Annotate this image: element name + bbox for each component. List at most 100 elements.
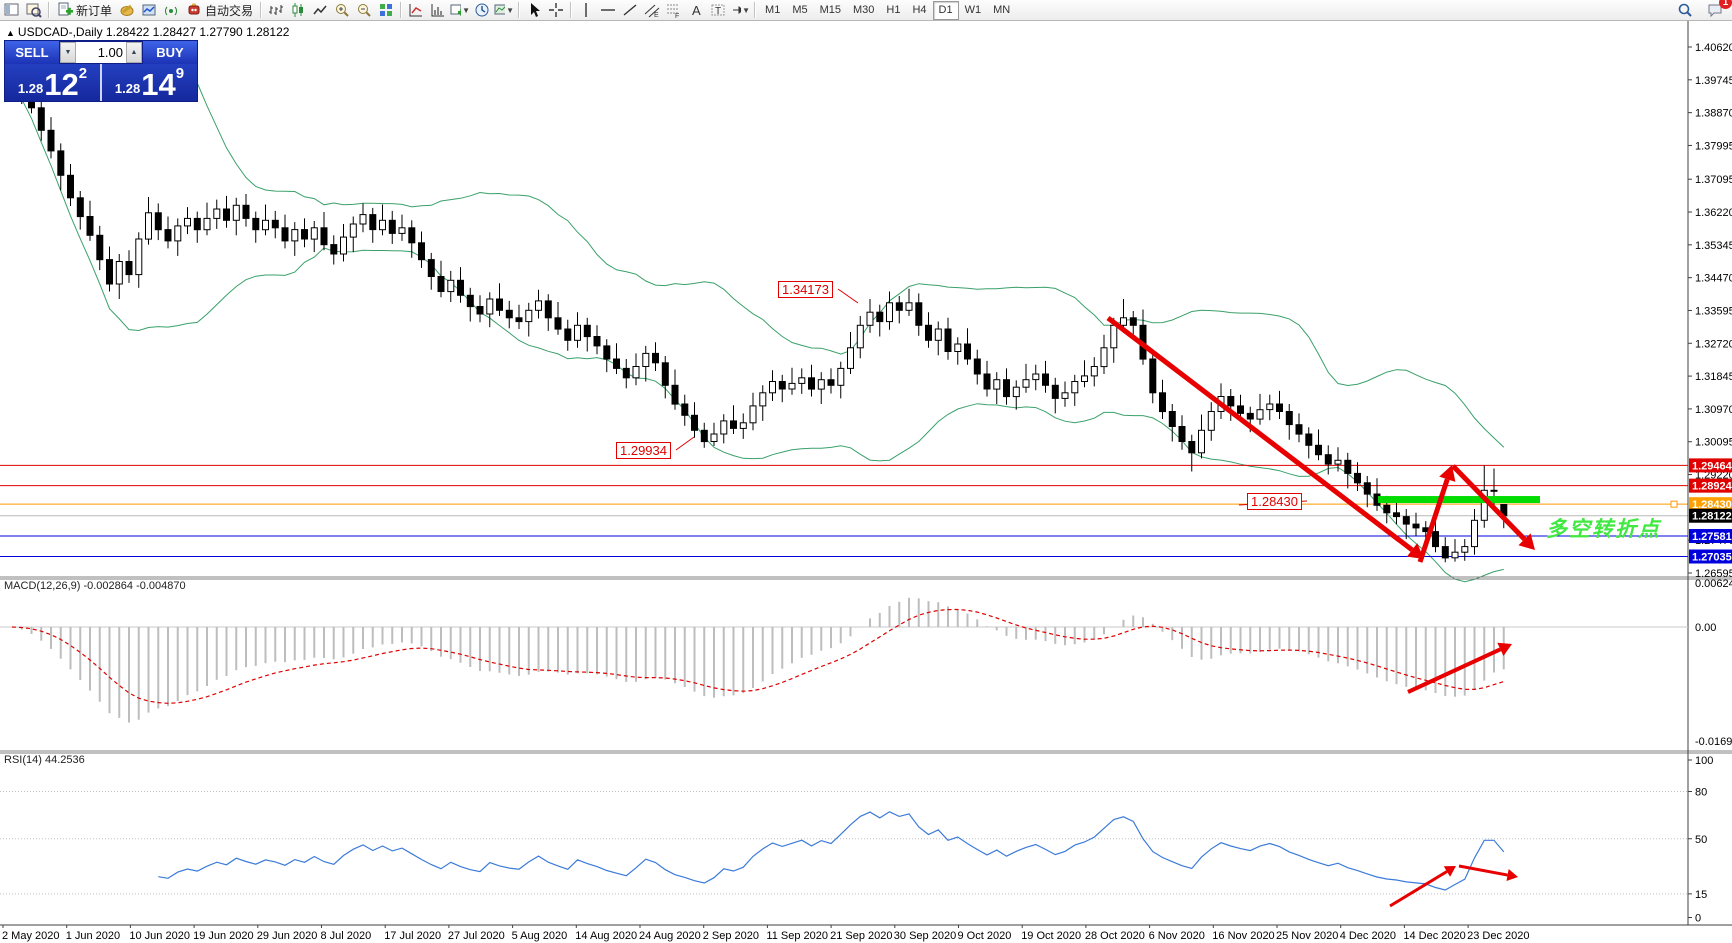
text-tool-icon[interactable]: A bbox=[685, 0, 707, 20]
candle bbox=[866, 311, 874, 326]
tab-timeframe-M1[interactable]: M1 bbox=[765, 3, 781, 16]
candle bbox=[232, 204, 240, 221]
date-label: 1 Jun 2020 bbox=[66, 930, 120, 942]
volume-increase-button[interactable]: ▲ bbox=[126, 42, 142, 63]
line-chart-mode-icon[interactable] bbox=[309, 0, 331, 20]
tab-timeframe-MN[interactable]: MN bbox=[993, 3, 1011, 16]
volume-decrease-button[interactable]: ▼ bbox=[60, 42, 76, 63]
bollinger-upper-band bbox=[11, 40, 1505, 448]
sell-button[interactable]: SELL bbox=[5, 41, 59, 64]
sell-price[interactable]: 1.28 12 2 bbox=[5, 64, 100, 101]
candle bbox=[798, 377, 806, 384]
cursor-tool-icon[interactable] bbox=[523, 0, 545, 20]
indicator-list-icon[interactable] bbox=[427, 0, 449, 20]
rsi-axis-label: 50 bbox=[1695, 834, 1707, 846]
candle bbox=[369, 214, 377, 231]
date-label: 19 Jun 2020 bbox=[193, 930, 254, 942]
price-tick-label: 1.35345 bbox=[1695, 240, 1732, 252]
chart-canvas[interactable]: 1.40620 1.39745 1.38870 1.37995 1.37095 1.362… bbox=[0, 21, 1732, 943]
search-icon[interactable] bbox=[1674, 0, 1696, 20]
horizontal-line-tool-icon[interactable] bbox=[597, 0, 619, 20]
date-label: 2 Sep 2020 bbox=[703, 930, 759, 942]
channel-tool-icon[interactable]: E bbox=[641, 0, 663, 20]
candle bbox=[96, 234, 104, 261]
price-badge bbox=[1689, 508, 1732, 523]
trend-arrow-line[interactable] bbox=[1407, 647, 1502, 694]
add-chart-dropdown[interactable]: ▼ bbox=[449, 0, 471, 20]
tile-windows-icon[interactable] bbox=[375, 0, 397, 20]
date-label: 14 Dec 2020 bbox=[1403, 930, 1465, 942]
sell-price-small: 1.28 bbox=[17, 81, 44, 96]
zoom-in-icon[interactable] bbox=[331, 0, 353, 20]
toolbar: 新订单 自动交易 ▼ ▼ E F A T ▼ M1 M5 M15 bbox=[0, 0, 1732, 21]
candle bbox=[827, 379, 835, 386]
tab-timeframe-M15[interactable]: M15 bbox=[819, 3, 841, 16]
price-tick-label: 1.37095 bbox=[1695, 174, 1732, 186]
candle bbox=[1129, 317, 1137, 326]
zoom-out-icon[interactable] bbox=[353, 0, 375, 20]
candle bbox=[1393, 512, 1400, 518]
candle bbox=[603, 345, 611, 360]
vertical-line-tool-icon[interactable] bbox=[575, 0, 597, 20]
toolbar-right-group: 1 bbox=[1674, 0, 1732, 20]
trend-arrow-line[interactable] bbox=[1451, 464, 1527, 542]
trend-arrow-line[interactable] bbox=[1417, 478, 1450, 563]
buy-price-small: 1.28 bbox=[114, 81, 141, 96]
tab-timeframe-D1[interactable]: D1 bbox=[932, 0, 959, 20]
notifications-chat-icon[interactable]: 1 bbox=[1704, 0, 1732, 20]
crosshair-tool-icon[interactable] bbox=[545, 0, 567, 20]
trend-arrow-line[interactable] bbox=[1389, 870, 1448, 908]
tab-timeframe-H1[interactable]: H1 bbox=[886, 3, 901, 16]
bar-chart-mode-icon[interactable] bbox=[265, 0, 287, 20]
candle bbox=[408, 227, 416, 244]
new-order-button[interactable]: 新订单 bbox=[53, 1, 116, 19]
fibonacci-tool-icon[interactable]: F bbox=[663, 0, 685, 20]
candle bbox=[486, 298, 494, 315]
candle bbox=[1198, 429, 1205, 454]
template-dropdown[interactable]: ▼ bbox=[493, 0, 515, 20]
expert-window-icon[interactable] bbox=[138, 0, 160, 20]
price-tick-label: 1.34470 bbox=[1695, 273, 1732, 285]
price-badge bbox=[1689, 529, 1732, 544]
price-callout[interactable]: 1.29934 bbox=[616, 442, 671, 459]
candle bbox=[262, 219, 269, 231]
indicators-icon[interactable] bbox=[405, 0, 427, 20]
price-badge-label: 1.28924 bbox=[1692, 481, 1732, 493]
price-callout[interactable]: 1.28430 bbox=[1247, 493, 1302, 510]
candle bbox=[973, 358, 981, 375]
tab-timeframe-M30[interactable]: M30 bbox=[853, 3, 875, 16]
trendline-tool-icon[interactable] bbox=[619, 0, 641, 20]
volume-input[interactable] bbox=[76, 42, 126, 63]
period-clock-icon[interactable] bbox=[471, 0, 493, 20]
date-label: 6 Nov 2020 bbox=[1149, 930, 1205, 942]
terminal-panel-icon[interactable] bbox=[1, 0, 23, 20]
tab-timeframe-H4[interactable]: H4 bbox=[912, 3, 927, 16]
label-tool-icon[interactable]: T bbox=[707, 0, 729, 20]
candle bbox=[632, 366, 640, 379]
price-callout[interactable]: 1.34173 bbox=[778, 281, 833, 298]
candle bbox=[1012, 386, 1020, 398]
price-tick-label: 1.29220 bbox=[1695, 470, 1732, 482]
support-zone-bar[interactable] bbox=[1378, 496, 1540, 504]
signals-icon[interactable] bbox=[160, 0, 182, 20]
date-label: 5 Aug 2020 bbox=[512, 930, 568, 942]
buy-button[interactable]: BUY bbox=[143, 41, 197, 64]
data-window-icon[interactable] bbox=[23, 0, 45, 20]
tab-timeframe-W1[interactable]: W1 bbox=[964, 3, 982, 16]
trend-arrow-line[interactable] bbox=[1458, 864, 1508, 877]
autotrading-button[interactable]: 自动交易 bbox=[182, 1, 257, 19]
date-label: 27 Jul 2020 bbox=[448, 930, 505, 942]
shapes-dropdown[interactable]: ▼ bbox=[729, 0, 751, 20]
tab-timeframe-M5[interactable]: M5 bbox=[792, 3, 808, 16]
notification-badge: 1 bbox=[1719, 0, 1732, 9]
metaeditor-icon[interactable] bbox=[116, 0, 138, 20]
hline-handle[interactable] bbox=[1670, 500, 1678, 508]
buy-price[interactable]: 1.28 14 9 bbox=[102, 64, 197, 101]
candle bbox=[447, 279, 455, 293]
trend-arrow-line[interactable] bbox=[1106, 316, 1414, 552]
candlestick-mode-icon[interactable] bbox=[287, 0, 309, 20]
volume-stepper: ▼ ▲ bbox=[59, 41, 143, 64]
date-label: 25 Nov 2020 bbox=[1276, 930, 1338, 942]
one-click-trading-panel: SELL ▼ ▲ BUY 1.28 12 2 1.28 14 9 bbox=[4, 40, 198, 102]
candle bbox=[76, 197, 84, 218]
